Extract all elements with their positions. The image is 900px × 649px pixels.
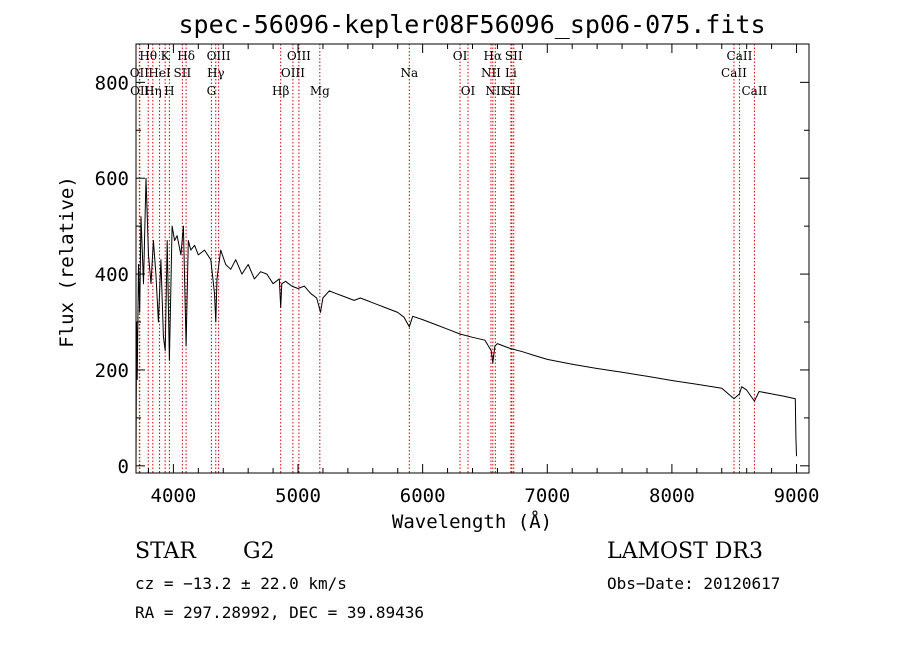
x-tick-label-2: 6000 bbox=[400, 485, 446, 507]
marker-label-13: OIII bbox=[281, 66, 305, 80]
series-layer bbox=[135, 177, 797, 466]
marker-label-12: Hβ bbox=[272, 84, 289, 98]
x-axis-label: Wavelength (Å) bbox=[392, 510, 552, 533]
y-tick-label-0: 0 bbox=[118, 456, 129, 478]
marker-label-17: OI bbox=[453, 49, 468, 63]
redshift-velocity: cz = −13.2 ± 22.0 km/s bbox=[135, 574, 347, 593]
y-axis-label: Flux (relative) bbox=[56, 176, 78, 348]
marker-label-8: Hδ bbox=[177, 49, 195, 63]
marker-label-24: SII bbox=[505, 49, 523, 63]
series-line-0 bbox=[135, 177, 797, 466]
x-tick-label-4: 8000 bbox=[649, 485, 695, 507]
marker-label-14: OIII bbox=[287, 49, 311, 63]
marker-label-21: NII bbox=[485, 84, 505, 98]
marker-label-6: H bbox=[164, 84, 174, 98]
y-tick-label-2: 400 bbox=[95, 264, 129, 286]
observation-date: Obs−Date: 20120617 bbox=[607, 574, 781, 593]
x-tick-label-3: 7000 bbox=[524, 485, 570, 507]
marker-label-7: SII bbox=[174, 66, 192, 80]
marker-label-27: CaII bbox=[741, 84, 767, 98]
chart-title: spec-56096-kepler08F56096_sp06-075.fits bbox=[179, 10, 766, 39]
marker-label-19: NII bbox=[481, 66, 501, 80]
marker-label-5: K bbox=[161, 49, 171, 63]
marker-label-11: OIII bbox=[207, 49, 231, 63]
marker-label-15: Mg bbox=[310, 84, 330, 98]
line-markers: OIIOIIHθHηHeIKHSIIHδGHγOIIIHβOIIIOIIIMgN… bbox=[130, 44, 768, 473]
marker-label-18: OI bbox=[461, 84, 476, 98]
marker-label-2: Hθ bbox=[139, 49, 157, 63]
object-type: STAR bbox=[135, 539, 196, 564]
marker-label-4: HeI bbox=[148, 66, 171, 80]
y-tick-label-3: 600 bbox=[95, 168, 129, 190]
y-tick-label-4: 800 bbox=[95, 72, 129, 94]
marker-label-9: G bbox=[207, 84, 217, 98]
plot-frame bbox=[135, 43, 810, 474]
y-tick-label-1: 200 bbox=[95, 360, 129, 382]
axis-ticks: 4000 5000 6000 7000 8000 9000 0 200 400 600 800 bbox=[95, 44, 820, 507]
x-tick-label-0: 4000 bbox=[151, 485, 197, 507]
marker-label-16: Na bbox=[400, 66, 418, 80]
marker-label-25: CaII bbox=[721, 66, 747, 80]
survey-name: LAMOST DR3 bbox=[607, 539, 763, 564]
marker-label-22: Li bbox=[505, 66, 517, 80]
marker-label-23: SII bbox=[503, 84, 521, 98]
marker-label-10: Hγ bbox=[207, 66, 225, 80]
marker-label-26: CaII bbox=[727, 49, 753, 63]
marker-label-3: Hη bbox=[144, 84, 162, 98]
marker-label-1: OII bbox=[130, 84, 150, 98]
marker-label-20: Hα bbox=[484, 49, 503, 63]
x-tick-label-1: 5000 bbox=[275, 485, 321, 507]
spectral-subclass: G2 bbox=[243, 539, 275, 564]
x-tick-label-5: 9000 bbox=[774, 485, 820, 507]
sky-coordinates: RA = 297.28992, DEC = 39.89436 bbox=[135, 603, 424, 622]
